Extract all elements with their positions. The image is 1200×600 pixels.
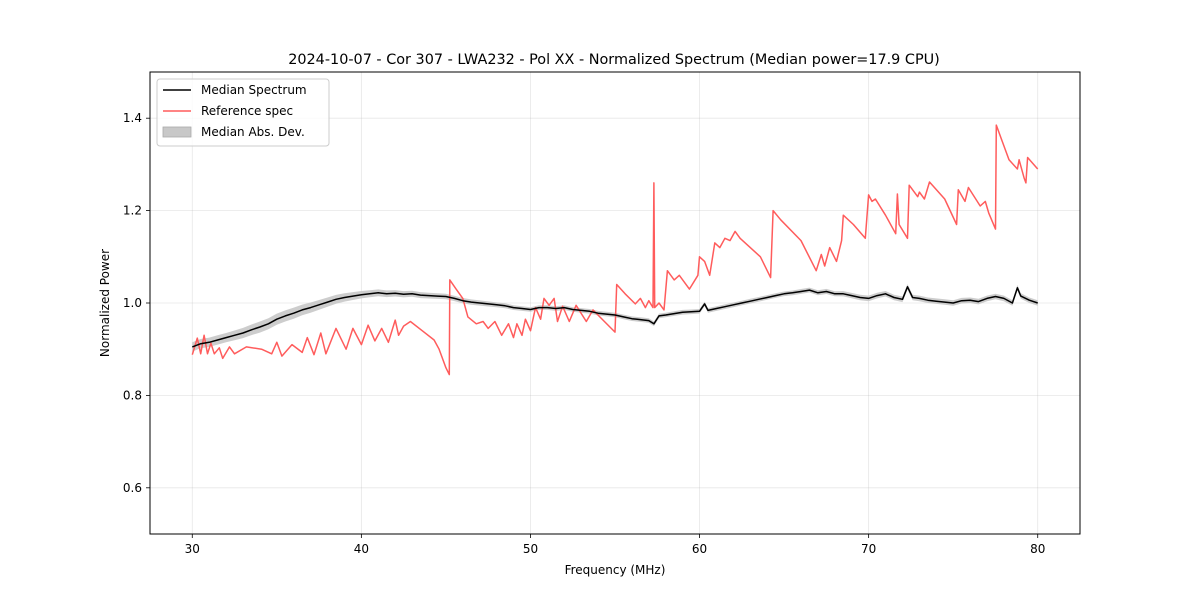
x-tick-label: 30 [185, 542, 200, 556]
legend-frame [156, 78, 330, 147]
x-tick-label: 80 [1030, 542, 1045, 556]
x-ticks: 30 40 50 60 70 80 [185, 534, 1045, 556]
x-axis-label: Frequency (MHz) [565, 563, 666, 577]
y-tick-label: 0.8 [123, 388, 142, 402]
x-tick-label: 60 [692, 542, 707, 556]
y-axis-label: Normalized Power [98, 249, 112, 357]
legend-label-median-spectrum: Median Spectrum [201, 83, 307, 97]
reference-spec-line [191, 124, 1039, 376]
chart-title: 2024-10-07 - Cor 307 - LWA232 - Pol XX -… [288, 52, 940, 68]
x-tick-label: 50 [523, 542, 538, 556]
x-tick-label: 70 [861, 542, 876, 556]
legend-label-mad: Median Abs. Dev. [201, 125, 305, 139]
series-layer [191, 124, 1039, 376]
legend-swatch-mad [162, 126, 192, 138]
y-tick-label: 0.6 [123, 481, 142, 495]
y-ticks: 0.6 0.8 1.0 1.2 1.4 [123, 111, 150, 495]
y-tick-label: 1.0 [123, 296, 142, 310]
median-spectrum-line [192, 286, 1038, 348]
x-tick-label: 40 [354, 542, 369, 556]
legend-label-reference-spec: Reference spec [201, 104, 293, 118]
legend: Median Spectrum Reference spec Median Ab… [156, 78, 330, 147]
y-tick-label: 1.2 [123, 204, 142, 218]
y-tick-label: 1.4 [123, 111, 142, 125]
